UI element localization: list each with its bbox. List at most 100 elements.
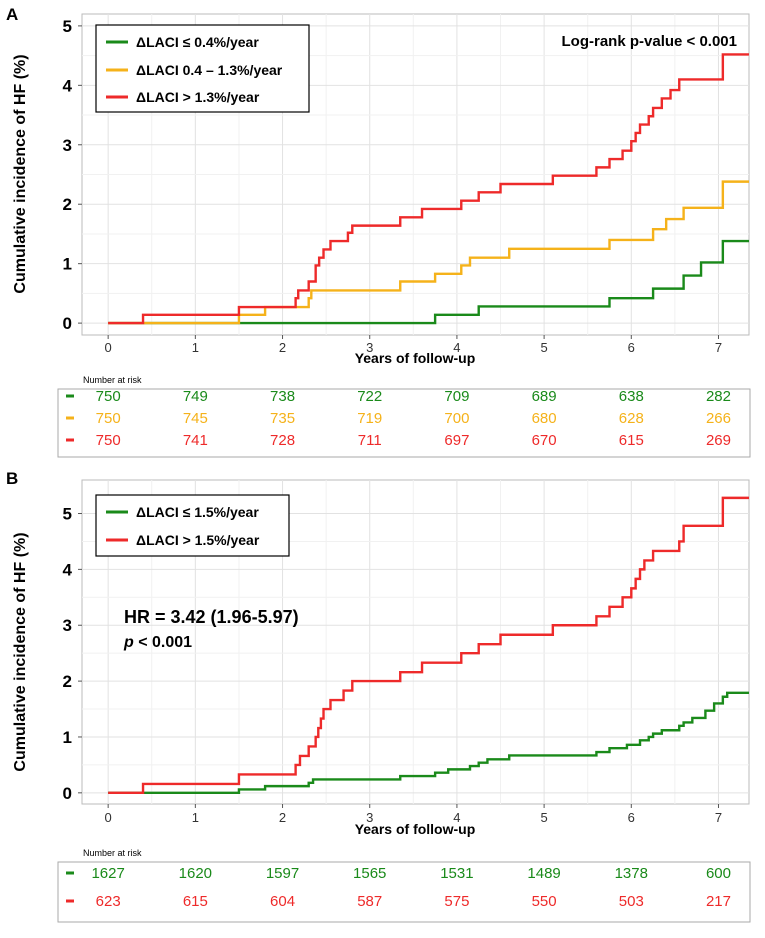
x-tick-label: 1 [192, 810, 199, 825]
y-tick-label: 5 [63, 17, 72, 36]
legend-label-high: ΔLACI > 1.3%/year [136, 89, 260, 105]
risk-count: 623 [96, 893, 121, 910]
risk-count: 741 [183, 432, 208, 449]
risk-count: 1597 [266, 865, 299, 882]
p-value-rest: < 0.001 [134, 634, 192, 651]
y-tick-label: 3 [63, 136, 72, 155]
x-tick-label: 3 [366, 340, 373, 355]
risk-count: 728 [270, 432, 295, 449]
risk-count: 266 [706, 410, 731, 427]
x-tick-label: 0 [105, 340, 112, 355]
x-tick-label: 6 [628, 810, 635, 825]
panel-a-risk-rows: 750 749 738 722 709 689 638 282 750 745 735 719 700 6… [66, 388, 731, 449]
risk-count: 282 [706, 388, 731, 405]
y-tick-label: 4 [63, 76, 73, 95]
y-tick-label: 3 [63, 616, 72, 635]
x-tick-label: 7 [715, 810, 722, 825]
risk-count: 587 [357, 893, 382, 910]
risk-count: 689 [532, 388, 557, 405]
panel-b-y-ticks: 0 1 2 3 4 5 [63, 505, 82, 803]
risk-count: 604 [270, 893, 295, 910]
panel-b-legend-box [95, 494, 290, 557]
panel-b-series [108, 496, 749, 795]
risk-count: 615 [183, 893, 208, 910]
panel-a-grid [82, 14, 749, 335]
panel-b-letter: B [6, 469, 18, 488]
risk-count: 1378 [615, 865, 648, 882]
x-tick-label: 6 [628, 340, 635, 355]
km-curve-series-1 [108, 691, 749, 795]
panel-a-legend: ΔLACI ≤ 0.4%/year ΔLACI 0.4 – 1.3%/year … [95, 24, 310, 113]
panel-a-risk-title: Number at risk [83, 375, 142, 385]
risk-count: 722 [357, 388, 382, 405]
p-symbol: p [123, 634, 134, 651]
panel-a-series [108, 53, 749, 325]
legend-label-high: ΔLACI > 1.5%/year [136, 532, 260, 548]
y-tick-label: 2 [63, 195, 72, 214]
risk-count: 750 [96, 432, 121, 449]
risk-count: 1620 [179, 865, 212, 882]
y-tick-label: 0 [63, 314, 72, 333]
risk-count: 615 [619, 432, 644, 449]
x-tick-label: 1 [192, 340, 199, 355]
risk-count: 735 [270, 410, 295, 427]
risk-count: 749 [183, 388, 208, 405]
y-tick-label: 4 [63, 560, 73, 579]
km-curve-series-3 [108, 53, 749, 325]
y-tick-label: 0 [63, 784, 72, 803]
panel-a-y-ticks: 0 1 2 3 4 5 [63, 17, 82, 333]
x-tick-label: 5 [540, 810, 547, 825]
risk-count: 550 [532, 893, 557, 910]
panel-a-risk-table [57, 388, 751, 458]
risk-count: 269 [706, 432, 731, 449]
y-tick-label: 5 [63, 505, 72, 524]
panel-a-x-ticks: 0 1 2 3 4 5 6 7 [105, 335, 722, 355]
y-tick-label: 1 [63, 728, 72, 747]
risk-count: 1531 [440, 865, 473, 882]
legend-label-low: ΔLACI ≤ 1.5%/year [136, 504, 259, 520]
panel-b-risk-title: Number at risk [83, 848, 142, 858]
km-curve-series-2 [108, 180, 749, 325]
km-curve-series-1 [108, 239, 749, 325]
x-tick-label: 5 [540, 340, 547, 355]
x-tick-label: 2 [279, 810, 286, 825]
risk-count: 680 [532, 410, 557, 427]
panel-b-risk-table [57, 861, 751, 923]
risk-count: 1565 [353, 865, 386, 882]
risk-count: 575 [444, 893, 469, 910]
panel-a-ylabel: Cumulative incidence of HF (%) [12, 54, 29, 293]
risk-count: 697 [444, 432, 469, 449]
log-rank-annotation: Log-rank p-value < 0.001 [562, 33, 737, 50]
risk-count: 745 [183, 410, 208, 427]
legend-label-low: ΔLACI ≤ 0.4%/year [136, 34, 259, 50]
risk-count: 1627 [91, 865, 124, 882]
risk-count: 719 [357, 410, 382, 427]
risk-count: 1489 [527, 865, 560, 882]
p-value-annotation: p < 0.001 [123, 634, 192, 651]
risk-count: 750 [96, 410, 121, 427]
risk-count: 738 [270, 388, 295, 405]
risk-count: 700 [444, 410, 469, 427]
x-tick-label: 7 [715, 340, 722, 355]
hazard-ratio-annotation: HR = 3.42 (1.96-5.97) [124, 607, 299, 627]
panel-a-xlabel: Years of follow-up [355, 350, 476, 366]
risk-count: 217 [706, 893, 731, 910]
panel-b-legend: ΔLACI ≤ 1.5%/year ΔLACI > 1.5%/year [95, 494, 290, 557]
risk-count: 628 [619, 410, 644, 427]
legend-label-mid: ΔLACI 0.4 – 1.3%/year [136, 62, 283, 78]
risk-count: 638 [619, 388, 644, 405]
panel-a-letter: A [6, 5, 18, 24]
risk-count: 711 [358, 432, 382, 449]
panel-a-legend-box [95, 24, 310, 113]
x-tick-label: 4 [453, 340, 460, 355]
x-tick-label: 2 [279, 340, 286, 355]
risk-count: 503 [619, 893, 644, 910]
x-tick-label: 3 [366, 810, 373, 825]
x-tick-label: 4 [453, 810, 460, 825]
panel-a: A Cumulative incidence of HF (%) 012345 … [6, 5, 751, 458]
panel-b-ylabel: Cumulative incidence of HF (%) [12, 532, 29, 771]
panel-b-risk-rows: 1627 1620 1597 1565 1531 1489 1378 600 623 615 604… [66, 865, 731, 910]
risk-count: 709 [444, 388, 469, 405]
panel-b-xlabel: Years of follow-up [355, 821, 476, 837]
